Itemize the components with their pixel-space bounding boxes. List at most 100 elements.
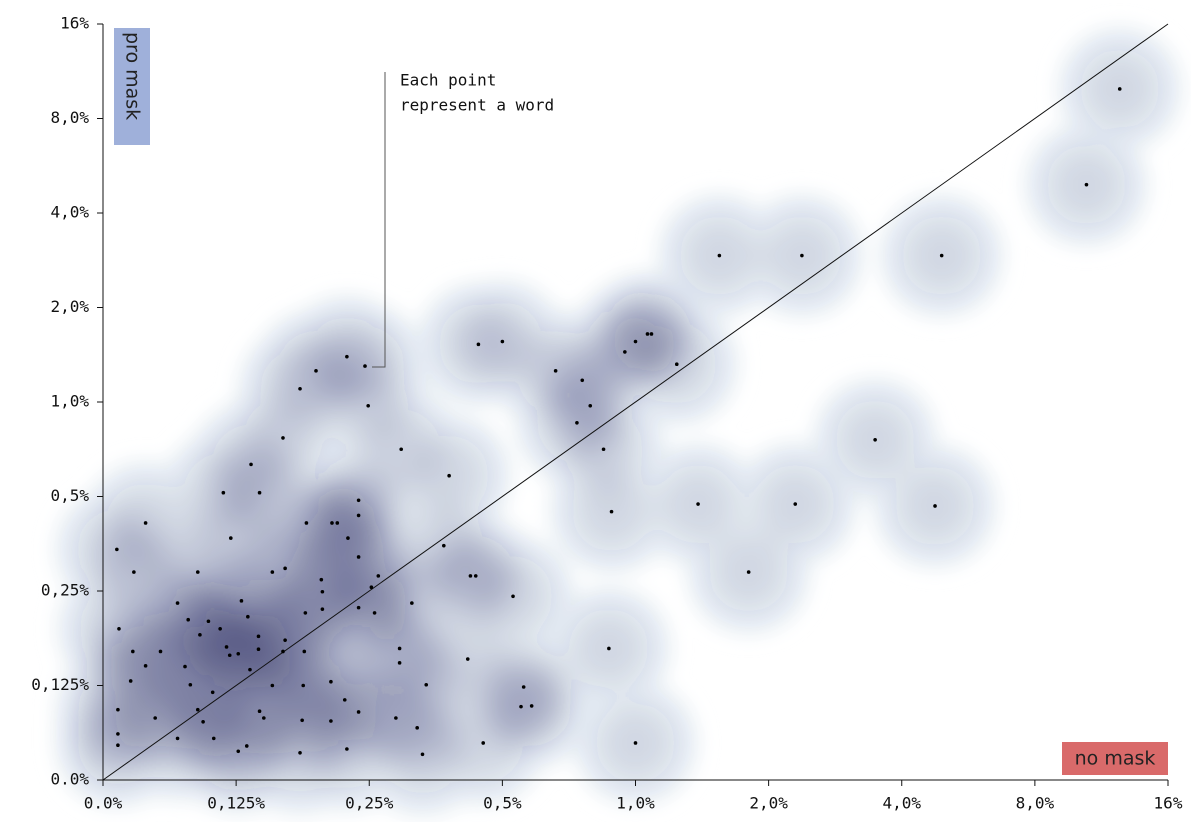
point bbox=[335, 521, 340, 525]
point bbox=[221, 490, 226, 495]
no-mask-box bbox=[1062, 742, 1168, 775]
point bbox=[281, 436, 285, 440]
y-tick-label: 1,0% bbox=[50, 392, 89, 411]
point bbox=[329, 719, 333, 723]
point bbox=[645, 332, 650, 336]
y-tick-label: 2,0% bbox=[50, 297, 89, 316]
point bbox=[244, 744, 249, 748]
axes: 0.0% 0,125% 0,25% 0,5% 1,0% 2,0% 4,0% 8,0% 16% 0.… bbox=[31, 14, 1183, 813]
point bbox=[116, 743, 120, 748]
annotation-line: represent a word bbox=[400, 96, 554, 115]
y-tick-label: 0,5% bbox=[50, 486, 89, 505]
point bbox=[633, 339, 638, 344]
point bbox=[283, 638, 287, 642]
point bbox=[236, 651, 241, 656]
point bbox=[115, 547, 119, 552]
point bbox=[319, 577, 324, 582]
point bbox=[369, 585, 374, 590]
point bbox=[580, 378, 585, 383]
point bbox=[270, 683, 275, 688]
x-tick-label: 0,5% bbox=[483, 794, 522, 813]
point bbox=[210, 690, 215, 695]
point bbox=[201, 719, 205, 724]
point bbox=[415, 726, 419, 730]
point bbox=[356, 555, 361, 559]
point bbox=[447, 473, 451, 478]
point bbox=[206, 619, 211, 624]
x-tick-label: 0,125% bbox=[207, 794, 265, 813]
point bbox=[366, 403, 370, 408]
point bbox=[476, 342, 481, 347]
point bbox=[117, 627, 121, 631]
point bbox=[320, 589, 325, 594]
point bbox=[633, 741, 638, 745]
point bbox=[696, 502, 700, 506]
point bbox=[302, 649, 307, 654]
y-tick-label: 8,0% bbox=[50, 108, 89, 127]
point bbox=[345, 354, 349, 359]
x-tick-label: 2,0% bbox=[749, 794, 788, 813]
point bbox=[116, 732, 120, 736]
point bbox=[442, 543, 446, 548]
point bbox=[257, 709, 262, 714]
x-tick-label: 0.0% bbox=[84, 794, 123, 813]
point bbox=[356, 605, 361, 610]
point bbox=[588, 403, 593, 408]
point bbox=[218, 627, 222, 631]
annotation-line: Each point bbox=[400, 71, 496, 90]
y-tick-label: 4,0% bbox=[50, 203, 89, 222]
point bbox=[298, 386, 302, 391]
no-mask-label: no mask bbox=[1075, 748, 1156, 770]
point bbox=[356, 498, 361, 503]
point bbox=[793, 502, 798, 506]
points bbox=[115, 87, 1122, 757]
point bbox=[372, 611, 377, 615]
y-tick-label: 0,25% bbox=[41, 581, 90, 600]
point bbox=[256, 647, 261, 652]
point bbox=[933, 504, 937, 508]
diagonal bbox=[102, 23, 1169, 781]
point bbox=[239, 599, 244, 603]
point bbox=[481, 741, 486, 745]
point bbox=[270, 570, 275, 574]
point bbox=[465, 657, 470, 661]
point bbox=[424, 682, 429, 687]
point bbox=[529, 704, 534, 708]
point bbox=[609, 509, 614, 514]
point bbox=[511, 594, 515, 599]
point bbox=[186, 617, 190, 622]
point bbox=[575, 420, 579, 425]
pro-mask-label: pro mask bbox=[122, 32, 144, 120]
point bbox=[175, 601, 180, 605]
point bbox=[257, 490, 262, 495]
point bbox=[188, 682, 193, 687]
point bbox=[873, 438, 877, 442]
point bbox=[1084, 182, 1089, 187]
point bbox=[329, 679, 333, 684]
point bbox=[175, 736, 180, 741]
point bbox=[211, 736, 216, 741]
x-tick-label: 4,0% bbox=[882, 794, 921, 813]
point bbox=[553, 369, 558, 373]
point bbox=[473, 574, 478, 578]
point bbox=[303, 611, 308, 615]
point bbox=[623, 350, 627, 354]
point bbox=[420, 752, 425, 757]
point bbox=[143, 664, 148, 668]
point bbox=[394, 716, 398, 720]
point bbox=[519, 704, 523, 709]
x-tick-label: 0,25% bbox=[345, 794, 394, 813]
point bbox=[195, 570, 200, 574]
point bbox=[128, 679, 133, 683]
point bbox=[248, 667, 252, 672]
point bbox=[256, 634, 261, 639]
pro-mask-box bbox=[114, 28, 150, 145]
point bbox=[236, 749, 241, 754]
y-tick-label: 0.0% bbox=[50, 770, 89, 789]
x-tick-label: 1,0% bbox=[616, 794, 655, 813]
point bbox=[397, 646, 402, 651]
point bbox=[283, 566, 287, 571]
point bbox=[500, 339, 505, 344]
point bbox=[132, 570, 136, 574]
point bbox=[153, 716, 157, 720]
